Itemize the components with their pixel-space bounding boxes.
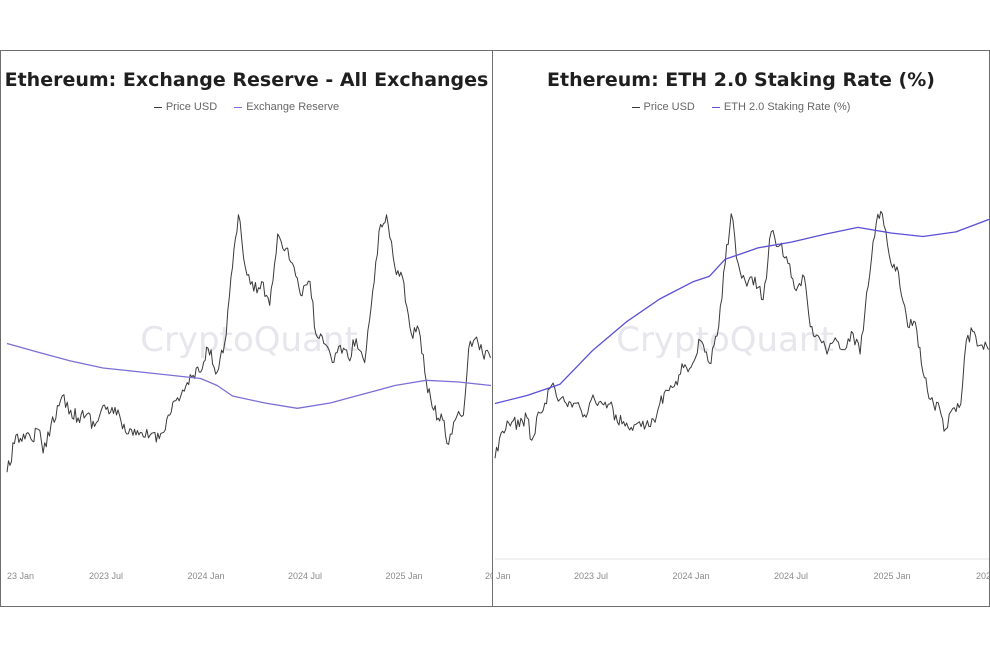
legend-item-price[interactable]: Price USD	[153, 101, 218, 113]
x-tick-label: 202	[976, 571, 990, 581]
legend-label-price: Price USD	[165, 101, 218, 113]
series-line-staking-rate	[494, 218, 989, 405]
legend-swatch-price	[153, 106, 162, 108]
legend-label-staking-rate: ETH 2.0 Staking Rate (%)	[723, 101, 851, 113]
x-tick-label: 2024 Jul	[774, 571, 808, 581]
x-tick-label: 2025 Jan	[873, 571, 910, 581]
x-tick-label: 20	[485, 571, 493, 581]
x-tick-label: Jan	[496, 571, 511, 581]
x-tick-label: 2023 Jul	[89, 571, 123, 581]
x-axis: Jan 2023 Jul 2024 Jan 2024 Jul 2025 Jan …	[496, 571, 990, 581]
legend-swatch-staking-rate	[711, 106, 720, 108]
series-line-price-usd	[6, 214, 491, 473]
chart-panel-exchange-reserve: Ethereum: Exchange Reserve - All Exchang…	[0, 50, 493, 607]
x-tick-label: 2024 Jan	[187, 571, 224, 581]
legend-label-price: Price USD	[643, 101, 695, 113]
chart-panel-staking-rate: Ethereum: ETH 2.0 Staking Rate (%) Price…	[492, 50, 990, 607]
chart-plot-area: CryptoQuant Jan 2023 Jul 2024 Jan 2024 J…	[494, 210, 990, 581]
x-tick-label: 2024 Jan	[672, 571, 709, 581]
legend-label-exchange-reserve: Exchange Reserve	[246, 101, 340, 113]
legend-item-price[interactable]: Price USD	[631, 101, 695, 113]
legend-item-staking-rate[interactable]: ETH 2.0 Staking Rate (%)	[711, 101, 851, 113]
series-line-price-usd	[494, 210, 989, 459]
legend-swatch-exchange-reserve	[234, 106, 243, 108]
watermark-text: CryptoQuant	[140, 320, 358, 360]
x-tick-label: 2025 Jan	[385, 571, 422, 581]
x-tick-label: 2023 Jul	[574, 571, 608, 581]
legend-swatch-price	[631, 106, 640, 108]
chart-legend: Price USD Exchange Reserve	[1, 101, 492, 113]
chart-plot-area: CryptoQuant 23 Jan 2023 Jul 2024 Jan 202…	[6, 214, 493, 581]
chart-title: Ethereum: ETH 2.0 Staking Rate (%)	[547, 69, 935, 91]
chart-title: Ethereum: Exchange Reserve - All Exchang…	[4, 69, 489, 91]
x-tick-label: 2024 Jul	[288, 571, 322, 581]
x-axis: 23 Jan 2023 Jul 2024 Jan 2024 Jul 2025 J…	[7, 571, 493, 581]
watermark-text: CryptoQuant	[616, 320, 834, 360]
chart-legend: Price USD ETH 2.0 Staking Rate (%)	[493, 101, 989, 113]
x-tick-label: 23 Jan	[7, 571, 34, 581]
series-line-exchange-reserve	[6, 342, 492, 409]
legend-item-exchange-reserve[interactable]: Exchange Reserve	[234, 101, 339, 113]
